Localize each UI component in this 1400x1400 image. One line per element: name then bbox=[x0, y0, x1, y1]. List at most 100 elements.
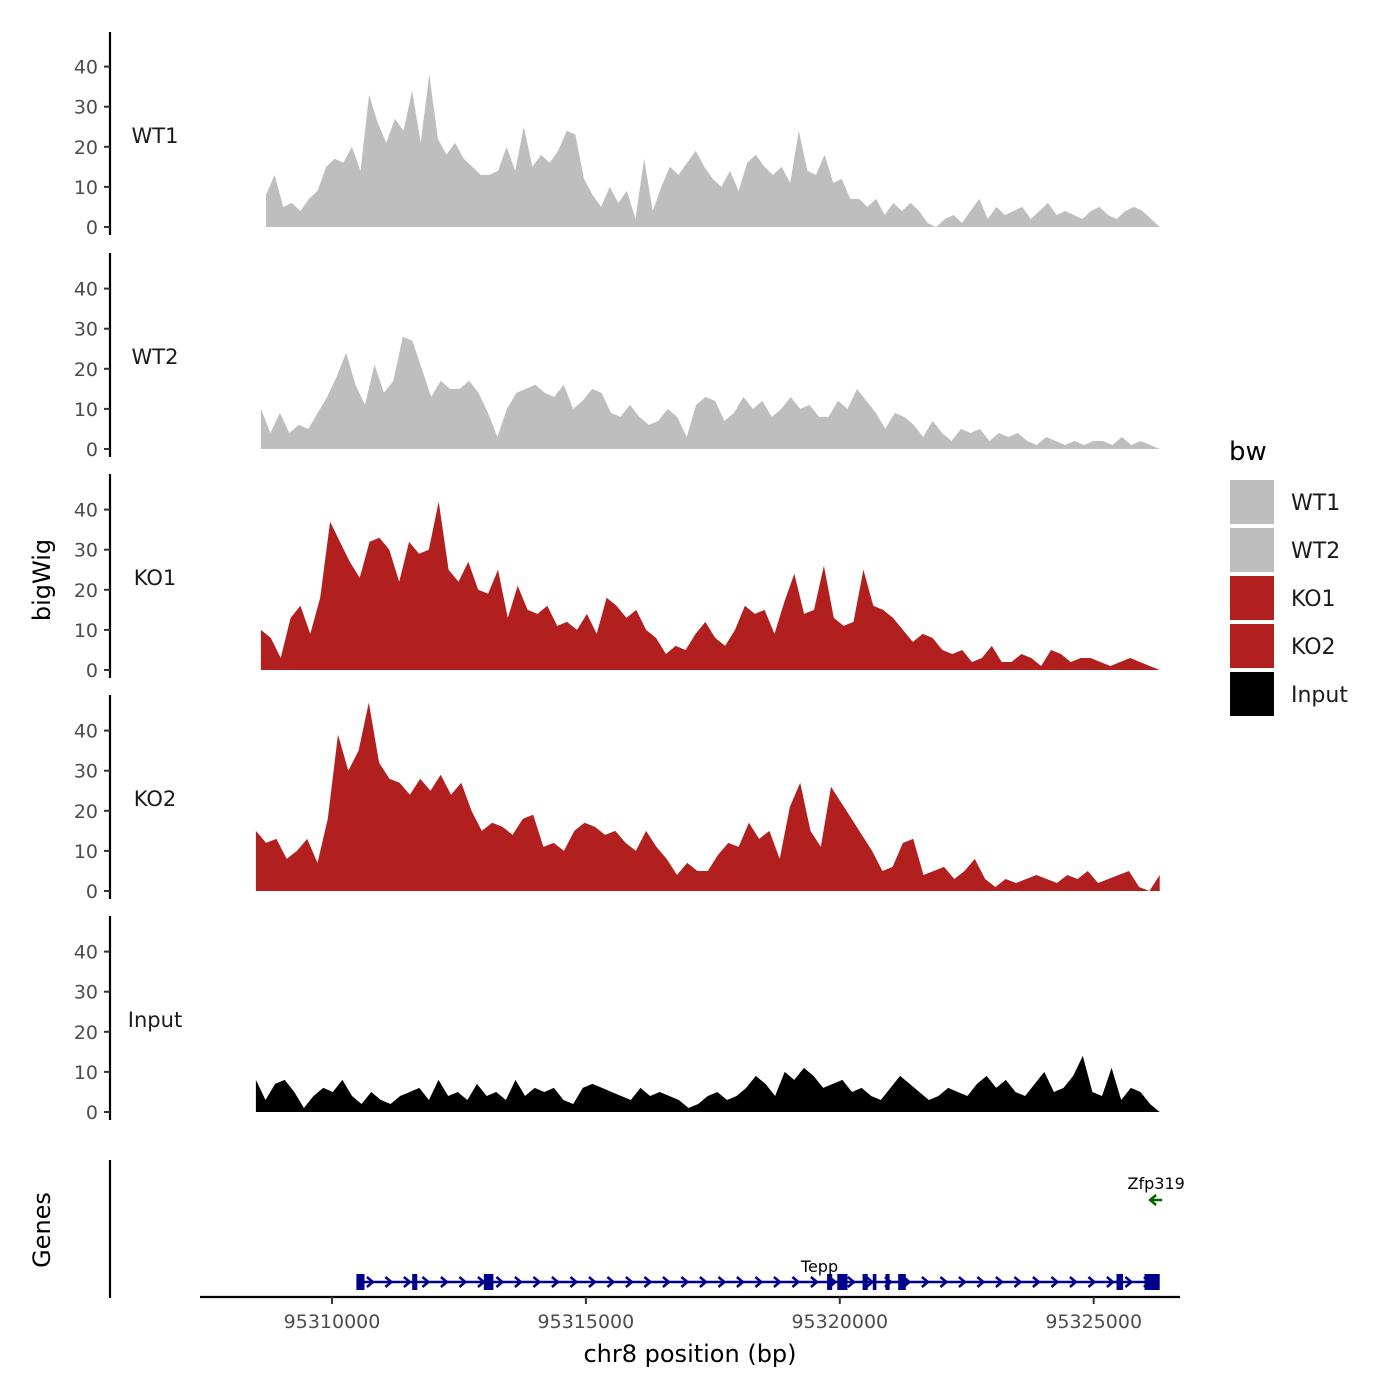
exon-block bbox=[412, 1274, 418, 1290]
strand-arrow bbox=[662, 1276, 671, 1288]
y-tick-label: 20 bbox=[74, 1022, 98, 1044]
y-tick-label: 0 bbox=[86, 1102, 98, 1124]
legend-swatch bbox=[1230, 528, 1274, 572]
y-tick-label: 40 bbox=[74, 57, 98, 79]
track-wt2: 0 10 20 30 40 WT2 bbox=[74, 253, 1160, 461]
gene-label-zfp319: Zfp319 bbox=[1128, 1174, 1185, 1193]
strand-arrow bbox=[514, 1276, 523, 1288]
legend-label: KO2 bbox=[1291, 635, 1336, 660]
strand-arrow bbox=[1106, 1276, 1115, 1288]
gene-tepp: Tepp bbox=[356, 1257, 1160, 1290]
exon-block bbox=[356, 1274, 365, 1290]
strand-arrow bbox=[1148, 1194, 1157, 1206]
strand-arrow bbox=[791, 1276, 801, 1288]
track-ko2-area bbox=[255, 702, 1160, 891]
exon-block bbox=[872, 1274, 877, 1290]
exon-block bbox=[885, 1274, 890, 1290]
y-tick-label: 40 bbox=[74, 279, 98, 301]
strand-arrow bbox=[1124, 1276, 1134, 1288]
legend-entry-wt1: WT1 bbox=[1230, 480, 1340, 524]
legend-entry-input: Input bbox=[1230, 672, 1348, 716]
track-label-input: Input bbox=[128, 1008, 182, 1032]
strand-arrow bbox=[1050, 1276, 1060, 1288]
strand-arrow bbox=[551, 1276, 560, 1288]
y-tick-label: 20 bbox=[74, 137, 98, 159]
y-tick-label: 30 bbox=[74, 97, 98, 119]
strand-arrow bbox=[699, 1276, 708, 1288]
legend-title: bw bbox=[1229, 437, 1267, 467]
y-tick-label: 20 bbox=[74, 801, 98, 823]
legend-label: WT1 bbox=[1291, 491, 1340, 516]
track-ko2: 0 10 20 30 40 KO2 bbox=[74, 695, 1160, 903]
strand-arrow bbox=[1032, 1276, 1041, 1288]
y-tick-label: 0 bbox=[86, 217, 98, 239]
track-wt2-area bbox=[260, 336, 1160, 449]
y-tick-label: 10 bbox=[74, 841, 98, 863]
strand-arrow bbox=[680, 1276, 690, 1288]
strand-arrow bbox=[403, 1276, 412, 1288]
legend-entry-ko1: KO1 bbox=[1230, 576, 1336, 620]
strand-arrow bbox=[1069, 1276, 1078, 1288]
strand-arrow bbox=[754, 1276, 764, 1288]
y-tick-label: 0 bbox=[86, 881, 98, 903]
track-wt1: 0 10 20 30 40 WT1 bbox=[74, 32, 1160, 239]
strand-arrow bbox=[810, 1276, 819, 1288]
x-tick-label: 95325000 bbox=[1045, 1311, 1142, 1333]
track-label-wt1: WT1 bbox=[132, 124, 179, 148]
strand-arrow bbox=[625, 1276, 634, 1288]
strand-arrow bbox=[440, 1276, 449, 1288]
exon-block bbox=[1144, 1274, 1160, 1290]
y-tick-label: 30 bbox=[74, 540, 98, 562]
gene-label-tepp: Tepp bbox=[800, 1257, 838, 1276]
strand-arrow bbox=[1087, 1276, 1097, 1288]
gene-zfp319: Zfp319 bbox=[1128, 1174, 1185, 1206]
bigwig-tracks: 0 10 20 30 40 WT1 0 10 20 30 40 WT2 0 10 20 30 40 KO1 0 10 2… bbox=[74, 32, 1160, 1124]
y-tick-label: 30 bbox=[74, 319, 98, 341]
y-axis-title: bigWig bbox=[28, 539, 56, 621]
legend-label: KO1 bbox=[1291, 587, 1336, 612]
strand-arrow bbox=[643, 1276, 653, 1288]
legend-entry-wt2: WT2 bbox=[1230, 528, 1340, 572]
strand-arrow bbox=[995, 1276, 1004, 1288]
y-tick-label: 10 bbox=[74, 177, 98, 199]
legend-label: WT2 bbox=[1291, 539, 1340, 564]
strand-arrow bbox=[532, 1276, 542, 1288]
legend: bw WT1 WT2 KO1 KO2 Input bbox=[1229, 437, 1348, 716]
legend-swatch bbox=[1230, 624, 1274, 668]
track-ko1-area bbox=[260, 501, 1160, 670]
track-input-area bbox=[255, 1055, 1160, 1112]
x-tick-label: 95310000 bbox=[284, 1311, 381, 1333]
legend-swatch bbox=[1230, 576, 1274, 620]
strand-arrow bbox=[921, 1276, 930, 1288]
y-tick-label: 10 bbox=[74, 1062, 98, 1084]
strand-arrow bbox=[717, 1276, 727, 1288]
y-tick-label: 40 bbox=[74, 721, 98, 743]
strand-arrow bbox=[958, 1276, 967, 1288]
strand-arrow bbox=[421, 1276, 431, 1288]
x-axis: 95310000 95315000 95320000 95325000 bbox=[200, 1295, 1180, 1333]
track-wt1-area bbox=[266, 74, 1160, 227]
strand-arrow bbox=[939, 1276, 949, 1288]
track-ko1: 0 10 20 30 40 KO1 bbox=[74, 474, 1160, 682]
strand-arrow bbox=[458, 1276, 468, 1288]
strand-arrow bbox=[495, 1276, 505, 1288]
strand-arrow bbox=[847, 1276, 856, 1288]
legend-label: Input bbox=[1291, 683, 1348, 708]
strand-arrow bbox=[865, 1276, 875, 1288]
exon-block bbox=[898, 1274, 906, 1290]
y-tick-label: 30 bbox=[74, 982, 98, 1004]
strand-arrow bbox=[366, 1276, 375, 1288]
y-tick-label: 10 bbox=[74, 620, 98, 642]
y-tick-label: 20 bbox=[74, 359, 98, 381]
legend-swatch bbox=[1230, 480, 1274, 524]
exon-block bbox=[827, 1274, 833, 1290]
strand-arrow bbox=[1013, 1276, 1023, 1288]
track-label-ko2: KO2 bbox=[134, 787, 177, 811]
exon-block bbox=[837, 1274, 848, 1290]
y-tick-label: 0 bbox=[86, 660, 98, 682]
strand-arrow bbox=[588, 1276, 597, 1288]
genes-panel: Tepp Zfp319 bbox=[108, 1160, 1185, 1298]
y-tick-label: 40 bbox=[74, 942, 98, 964]
strand-arrow bbox=[569, 1276, 579, 1288]
